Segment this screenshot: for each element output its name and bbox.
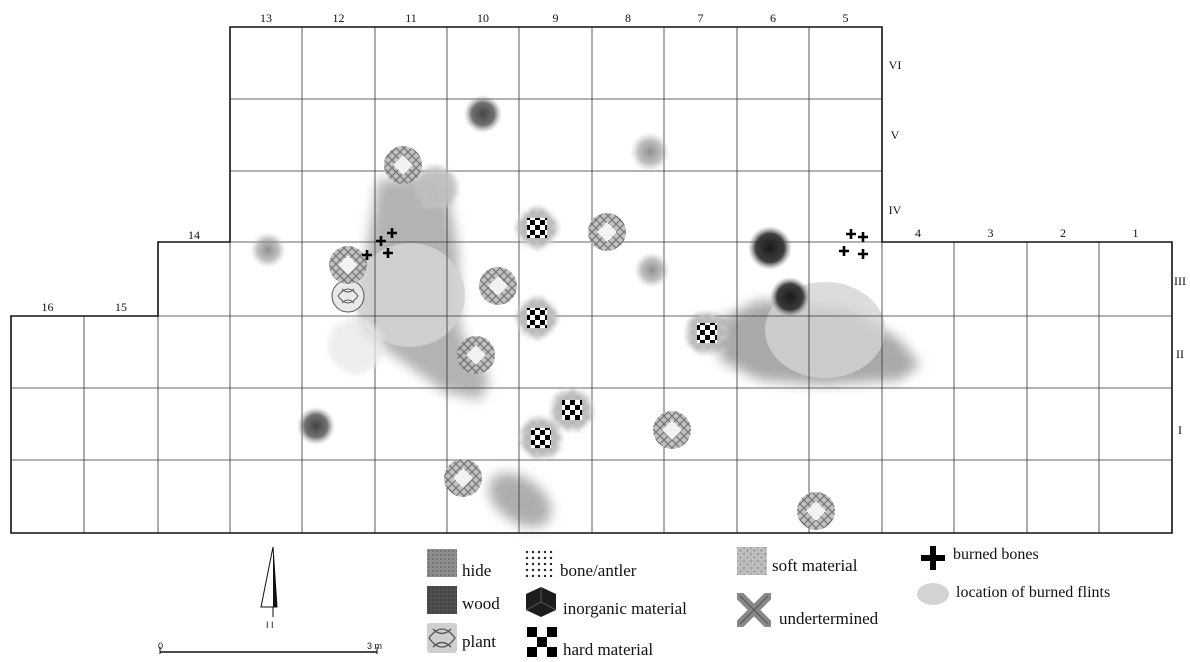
inorganic-find (770, 277, 810, 317)
undetermined-swatch (733, 589, 775, 631)
legend-bone-label: bone/antler (560, 561, 637, 580)
cross-hatch-icon (733, 589, 775, 631)
legend-wood-label: wood (462, 594, 500, 613)
column-label: 2 (1060, 226, 1066, 240)
bone-antler-find (328, 318, 384, 374)
legend-burned-flints-label: location of burned flints (956, 584, 1111, 601)
column-label: 13 (260, 11, 272, 25)
soft-material-find (415, 167, 457, 209)
column-label: 14 (188, 228, 200, 242)
north-arrow-icon (260, 546, 278, 617)
hard-material-find (517, 298, 557, 338)
undetermined-find (329, 246, 367, 284)
legend-hide-label: hide (462, 561, 492, 580)
undetermined-find (653, 411, 691, 449)
hide-find (250, 232, 286, 268)
legend-plant-label: plant (462, 632, 496, 651)
burned-bone-cross (376, 236, 386, 246)
plant-find (331, 279, 365, 313)
column-label: 6 (770, 11, 776, 25)
burned-bone-cross (839, 246, 849, 256)
plant-swatch (427, 623, 457, 653)
column-label: 7 (698, 11, 704, 25)
row-label: V (891, 128, 900, 142)
inorganic-icon (525, 587, 557, 617)
north-arrow-label: I I (266, 620, 274, 630)
row-label: IV (889, 203, 902, 217)
burned-bone-cross (846, 229, 856, 239)
column-label: 10 (477, 11, 489, 25)
column-label: 11 (405, 11, 417, 25)
burned-flints-area (355, 243, 465, 347)
column-label: 9 (553, 11, 559, 25)
bone-antler-swatch (524, 549, 554, 577)
column-label: 15 (115, 300, 127, 314)
column-label: 4 (915, 226, 921, 240)
legend-undetermined-label: undertermined (779, 609, 879, 628)
legend-inorganic-label: inorganic material (563, 599, 687, 618)
hard-material-find (687, 313, 727, 353)
burned-bone-cross (362, 250, 372, 260)
hard-material-find (521, 418, 561, 458)
legend-soft-label: soft material (772, 556, 858, 575)
inorganic-find (748, 226, 792, 270)
hard-material-find (552, 390, 592, 430)
hide-swatch (427, 549, 457, 577)
burned-bone-cross (387, 228, 397, 238)
plant-icon (428, 628, 456, 648)
wood-find (464, 95, 502, 133)
row-label: I (1178, 423, 1182, 437)
burned-bone-cross (858, 232, 868, 242)
column-labels: 16 15 14 13 12 11 10 9 8 7 6 5 4 3 2 1 (42, 11, 1139, 314)
burned-bones-swatch (919, 544, 947, 572)
scale-end-label: 3 m (367, 641, 383, 651)
excavation-outline (10, 26, 1173, 534)
column-label: 3 (988, 226, 994, 240)
undetermined-find (384, 146, 422, 184)
hide-find (634, 252, 670, 288)
checker-icon (527, 627, 557, 657)
column-label: 16 (42, 300, 54, 314)
undetermined-find (479, 267, 517, 305)
soft-swatch (737, 547, 767, 575)
column-label: 1 (1133, 226, 1139, 240)
undetermined-find (797, 492, 835, 530)
legend-hard-label: hard material (563, 640, 654, 659)
hard-swatch (527, 627, 557, 657)
row-label: III (1174, 274, 1186, 288)
burned-bone-cross (858, 249, 868, 259)
hard-material-find (517, 208, 557, 248)
grid (10, 26, 1173, 534)
column-label: 12 (333, 11, 345, 25)
burned-bone-cross (383, 248, 393, 258)
undetermined-find (457, 336, 495, 374)
scale-start-label: 0 (158, 641, 164, 651)
legend-burned-bones-label: burned bones (953, 546, 1039, 563)
scale-bar (159, 647, 378, 654)
wood-swatch (427, 586, 457, 614)
inorganic-swatch (524, 586, 558, 618)
column-label: 8 (625, 11, 631, 25)
hide-spread-south (488, 473, 552, 527)
row-label: VI (889, 58, 902, 72)
burned-flints-swatch (917, 583, 949, 605)
wood-find (297, 407, 335, 445)
cross-icon (921, 546, 945, 570)
row-label: II (1176, 347, 1184, 361)
column-label: 5 (843, 11, 849, 25)
undetermined-find (444, 459, 482, 497)
undetermined-find (588, 213, 626, 251)
hide-find (630, 132, 670, 172)
